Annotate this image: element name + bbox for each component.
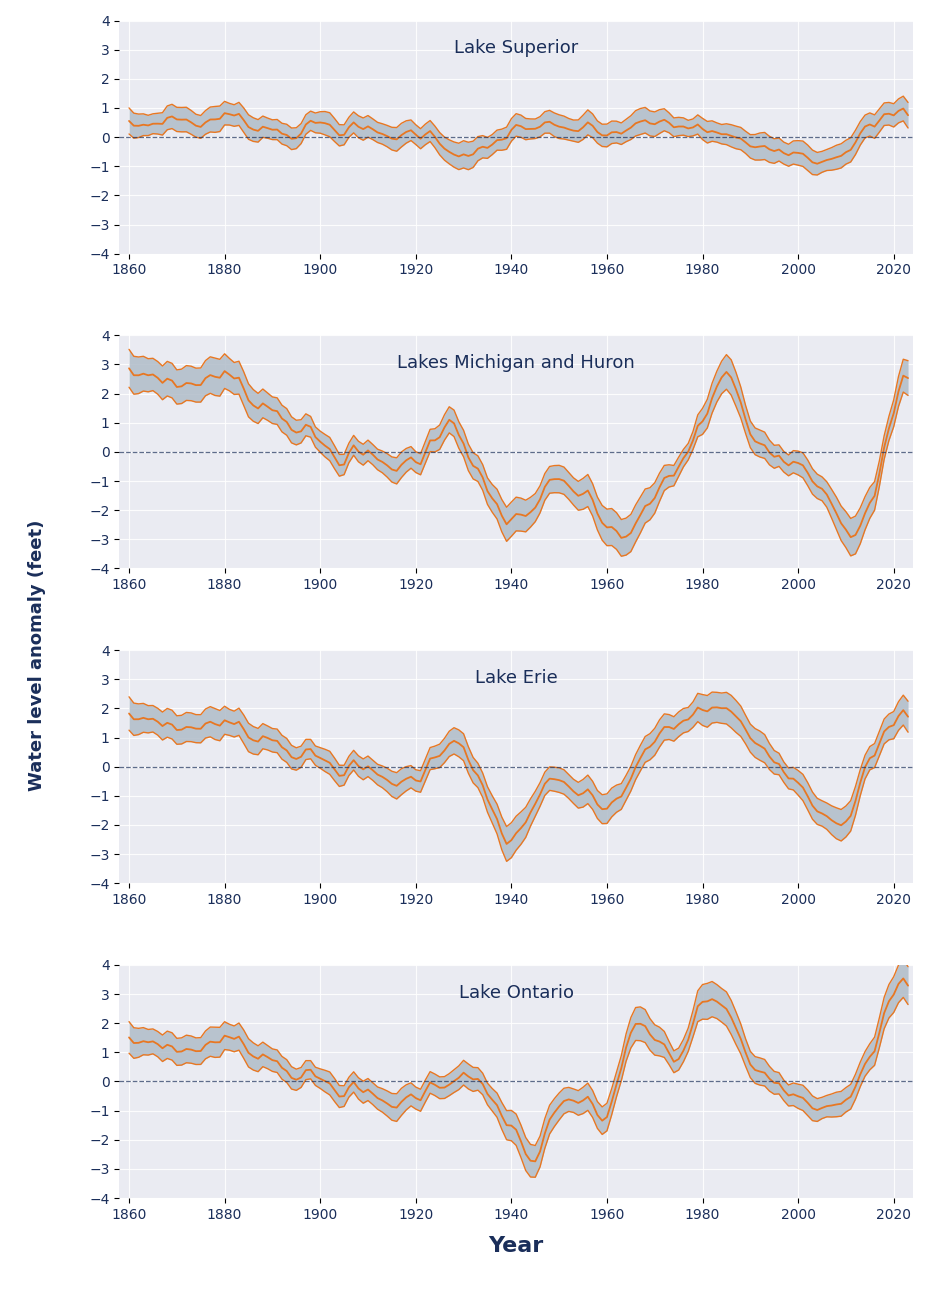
Text: Water level anomaly (feet): Water level anomaly (feet) bbox=[28, 519, 46, 791]
Text: Lake Erie: Lake Erie bbox=[475, 669, 557, 686]
Text: Lake Ontario: Lake Ontario bbox=[458, 984, 573, 1002]
Text: Lake Superior: Lake Superior bbox=[453, 39, 578, 58]
Text: Lakes Michigan and Huron: Lakes Michigan and Huron bbox=[397, 354, 634, 372]
X-axis label: Year: Year bbox=[488, 1235, 543, 1256]
